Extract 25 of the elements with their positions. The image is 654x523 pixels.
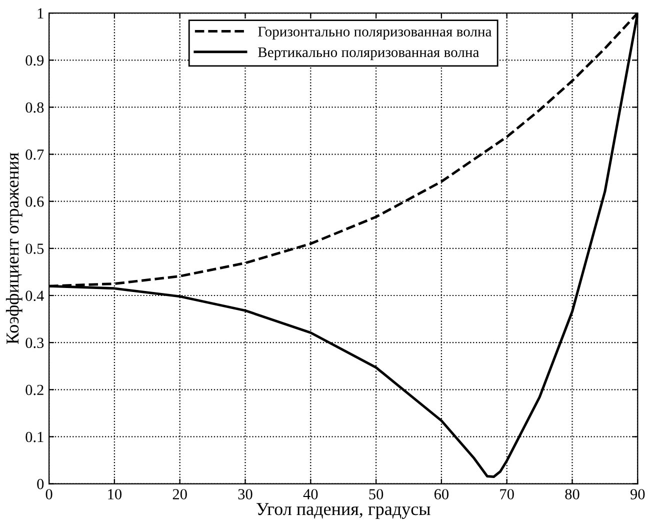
x-tick-label: 30 xyxy=(238,489,252,500)
x-tick-label: 10 xyxy=(108,489,122,500)
y-tick-label: 0.9 xyxy=(26,55,44,66)
x-tick-label: 40 xyxy=(303,489,318,500)
y-tick-label: 0.7 xyxy=(26,149,44,160)
y-tick-label: 0.2 xyxy=(26,384,44,396)
y-tick-label: 0.1 xyxy=(26,432,44,442)
y-tick-label: 1 xyxy=(38,8,44,18)
y-tick-label: 0 xyxy=(37,478,44,490)
y-tick-label: 0.3 xyxy=(26,338,44,348)
x-tick-label: 50 xyxy=(369,489,384,500)
legend-label: Вертикально поляризованная волна xyxy=(258,47,480,60)
x-tick-label: 70 xyxy=(500,489,514,500)
x-tick-label: 80 xyxy=(565,489,580,500)
y-tick-label: 0.5 xyxy=(26,244,44,254)
x-axis-title: Угол падения, градусы xyxy=(256,503,430,519)
x-tick-label: 60 xyxy=(434,489,449,500)
y-tick-label: 0.8 xyxy=(26,102,44,113)
y-axis-title: Коэффициент отражения xyxy=(6,152,22,344)
y-tick-label: 0.6 xyxy=(26,196,44,207)
x-tick-label: 0 xyxy=(46,489,52,500)
x-tick-label: 90 xyxy=(630,489,645,500)
y-tick-label: 0.4 xyxy=(26,290,44,302)
x-tick-label: 20 xyxy=(172,489,187,500)
legend-label: Горизонтально поляризованная волна xyxy=(258,26,492,40)
